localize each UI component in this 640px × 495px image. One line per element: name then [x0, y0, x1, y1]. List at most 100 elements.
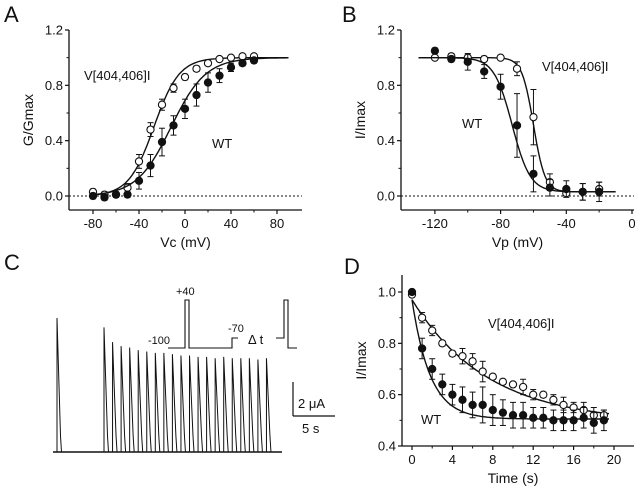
scale-bar-time-label: 5 s	[302, 421, 320, 436]
data-point-mutant	[529, 113, 538, 122]
data-point-mutant	[458, 352, 467, 361]
scale-bar-current-label: 2 μA	[298, 396, 325, 411]
panel-c-traces: +40 -100 -70 Δ t 2 μA 5 s	[53, 286, 335, 453]
current-trace-pulse	[146, 351, 152, 453]
y-tick-label: 1.2	[45, 23, 63, 38]
x-tick-label: 20	[607, 452, 621, 467]
x-tick-label: 8	[489, 452, 496, 467]
data-point-mutant	[203, 59, 213, 68]
data-point-wt	[562, 184, 571, 194]
data-point-mutant	[226, 53, 236, 62]
x-tick-label: 0	[181, 216, 188, 231]
data-point-wt	[480, 67, 489, 76]
data-point-wt	[111, 190, 121, 199]
data-point-mutant	[478, 367, 487, 376]
data-point-wt	[463, 57, 472, 66]
current-trace-pulse	[112, 342, 118, 453]
data-point-wt	[448, 390, 457, 399]
y-tick-label: 0.4	[45, 133, 63, 148]
x-tick-label: 12	[526, 452, 540, 467]
data-point-wt	[468, 400, 477, 410]
panel-label-b: B	[342, 2, 357, 27]
data-point-wt	[157, 137, 167, 147]
data-point-wt	[192, 90, 201, 100]
x-tick-label: -80	[491, 216, 510, 231]
current-trace-pulse	[120, 346, 127, 453]
data-point-mutant	[508, 380, 518, 389]
data-point-wt	[539, 413, 548, 422]
y-axis-title: I/Imax	[352, 101, 368, 139]
series-label-mutant: V[404,406]I	[488, 316, 555, 331]
panel-d-chart: 0.4 0.6 0.8 1.0 0 4 8 12 16 20 Time (s) I/Imax V[404…	[353, 275, 634, 486]
series-label-wt: WT	[462, 116, 482, 131]
x-tick-label: 80	[270, 216, 284, 231]
data-point-wt	[508, 411, 518, 420]
current-trace-pulse	[248, 358, 255, 453]
panel-label-d: D	[344, 254, 360, 279]
data-point-wt	[589, 418, 598, 428]
panel-a-chart: 0.0 0.4 0.8 1.2 -80 -40 0 40 80 Vc (mV) G/Gmax V[40…	[20, 23, 302, 250]
data-point-wt	[249, 56, 259, 65]
y-tick-label: 0.8	[377, 78, 395, 93]
data-point-mutant	[146, 125, 155, 134]
series-label-mutant: V[404,406]I	[542, 59, 609, 74]
x-tick-label: 0	[628, 216, 635, 231]
y-axis-title: I/Imax	[353, 341, 369, 379]
data-point-mutant	[549, 395, 558, 404]
current-trace-pulse	[189, 355, 195, 453]
data-point-wt	[545, 183, 555, 192]
data-point-mutant	[448, 349, 457, 358]
current-trace-pulse	[257, 359, 263, 453]
data-point-mutant	[438, 339, 447, 348]
data-point-mutant	[417, 313, 427, 322]
data-point-wt	[529, 169, 538, 179]
data-point-wt	[512, 121, 522, 130]
y-tick-label: 1.0	[378, 285, 396, 300]
panel-label-a: A	[4, 2, 19, 27]
data-point-wt	[549, 416, 558, 425]
data-point-wt	[169, 121, 178, 130]
voltage-protocol-repeat	[276, 299, 297, 349]
protocol-label-plus40: +40	[176, 286, 195, 298]
panel-b-chart: 0.0 0.4 0.8 1.2 -120 -80 -40 0 Vp (mV) I/Imax V[40…	[352, 23, 636, 251]
data-point-wt	[488, 405, 497, 415]
data-point-mutant	[192, 64, 201, 73]
y-axis-title: G/Gmax	[20, 94, 36, 146]
y-tick-label: 0.0	[45, 189, 63, 204]
current-trace-pulse	[265, 358, 272, 453]
data-point-wt	[180, 104, 190, 113]
data-point-wt	[595, 187, 604, 196]
current-trace-pulse	[231, 358, 238, 453]
current-trace-pulse	[240, 358, 246, 453]
data-point-mutant	[518, 382, 528, 392]
protocol-label-minus70: -70	[228, 323, 244, 335]
x-tick-label: 0	[408, 452, 415, 467]
data-point-mutant	[468, 357, 477, 366]
data-point-wt	[226, 63, 236, 72]
y-tick-label: 1.2	[377, 23, 395, 38]
data-point-mutant	[134, 157, 144, 166]
data-point-wt	[559, 416, 568, 425]
data-point-wt	[417, 344, 427, 353]
series-label-wt: WT	[212, 136, 232, 151]
data-point-wt	[496, 82, 505, 91]
series-label-wt: WT	[421, 412, 441, 427]
current-trace-pulse	[214, 358, 221, 453]
data-point-wt	[238, 59, 247, 68]
y-tick-label: 0.4	[377, 133, 395, 148]
data-point-wt	[123, 190, 132, 199]
current-trace-pulse	[129, 347, 135, 453]
data-point-wt	[430, 46, 440, 55]
data-point-wt	[407, 287, 417, 297]
current-trace-pulse	[103, 327, 109, 453]
data-point-mutant	[498, 377, 508, 386]
data-point-mutant	[238, 52, 247, 61]
data-point-mutant	[157, 100, 167, 109]
data-point-wt	[146, 161, 155, 170]
data-point-mutant	[428, 326, 437, 335]
x-tick-label: 40	[224, 216, 238, 231]
current-trace-pulse	[154, 352, 161, 453]
data-point-wt	[458, 395, 467, 404]
data-point-wt	[579, 413, 588, 422]
